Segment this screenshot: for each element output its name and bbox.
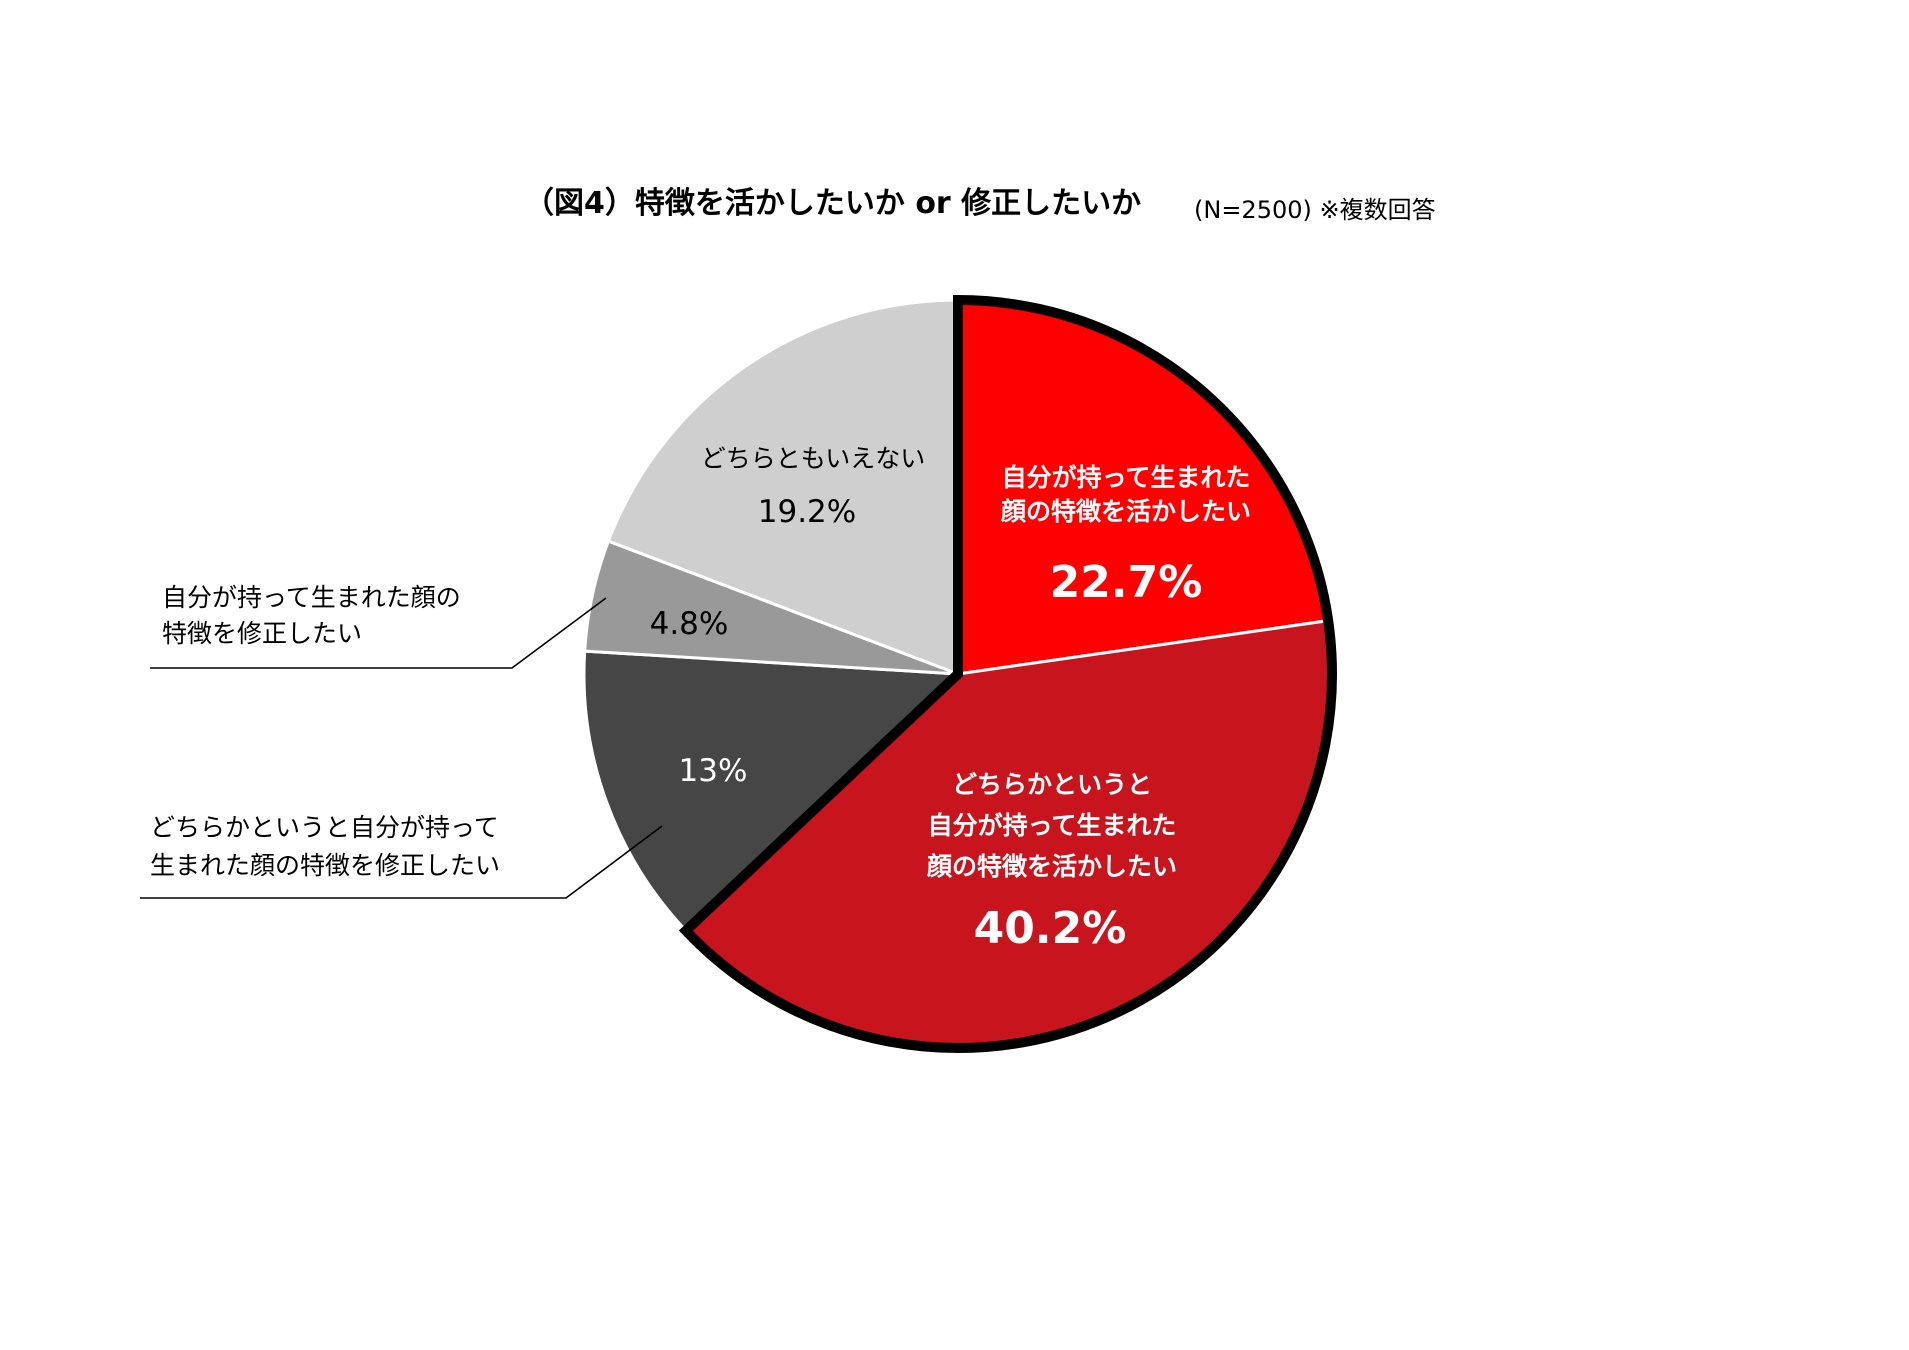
pie-slice-5 bbox=[606, 298, 960, 676]
chart-title-sub: (N=2500) ※複数回答 bbox=[1194, 196, 1436, 224]
slice-label-2-line-2: 自分が持って生まれた bbox=[928, 811, 1177, 840]
slice-label-1-line-1: 自分が持って生まれた bbox=[1002, 463, 1251, 492]
slice-labels: 自分が持って生まれた顔の特徴を活かしたい22.7%どちらかというと自分が持って生… bbox=[150, 444, 1251, 954]
highlight-outline-path bbox=[678, 294, 1337, 1053]
slice-label-2-line-3: 顔の特徴を活かしたい bbox=[926, 852, 1177, 881]
slice-label-3-line-2: 生まれた顔の特徴を修正したい bbox=[150, 851, 500, 880]
slice-label-1-line-2: 顔の特徴を活かしたい bbox=[1000, 497, 1251, 526]
leader-line-4 bbox=[150, 597, 607, 669]
slice-value-3: 13% bbox=[679, 753, 748, 789]
slice-value-5: 19.2% bbox=[758, 494, 856, 530]
slice-label-4-line-1: 自分が持って生まれた顔の bbox=[162, 583, 461, 612]
slice-label-4-line-2: 特徴を修正したい bbox=[162, 619, 362, 648]
highlight-outline bbox=[678, 294, 1337, 1053]
slice-label-3-line-1: どちらかというと自分が持って bbox=[150, 813, 499, 842]
slice-label-5-line-1: どちらともいえない bbox=[701, 444, 926, 473]
leader-lines bbox=[140, 597, 663, 899]
pie-slice-3 bbox=[582, 649, 960, 933]
slice-value-2: 40.2% bbox=[974, 903, 1127, 954]
chart-title-main: （図4）特徴を活かしたいか or 修正したいか bbox=[524, 186, 1141, 221]
slice-value-4: 4.8% bbox=[650, 606, 729, 642]
chart-title: （図4）特徴を活かしたいか or 修正したいか (N=2500) ※複数回答 bbox=[524, 186, 1436, 224]
slice-label-2-line-1: どちらかというと bbox=[952, 770, 1152, 799]
leader-line-3 bbox=[140, 825, 663, 899]
pie-slices bbox=[582, 298, 1334, 1050]
slice-value-1: 22.7% bbox=[1050, 557, 1203, 608]
